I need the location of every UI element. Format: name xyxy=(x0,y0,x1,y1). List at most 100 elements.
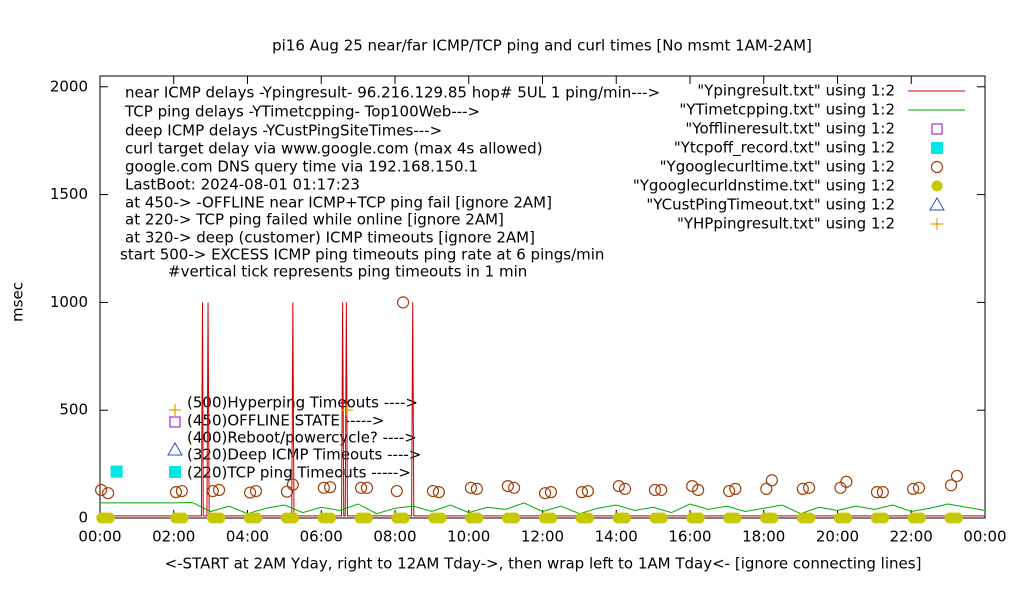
legend-label: "YCustPingTimeout.txt" using 1:2 xyxy=(646,196,895,214)
point xyxy=(251,512,263,524)
point xyxy=(280,485,294,498)
point xyxy=(618,482,632,495)
x-tick-label: 06:00 xyxy=(300,528,343,546)
point xyxy=(730,512,742,524)
point xyxy=(286,478,299,491)
key-label: (220)TCP ping Timeouts -----> xyxy=(187,464,411,482)
point xyxy=(944,479,958,492)
key-label: (400)Reboot/powercycle? ----> xyxy=(187,429,417,447)
point xyxy=(214,512,226,524)
point xyxy=(692,483,705,497)
point xyxy=(213,483,226,497)
y-tick-label: 0 xyxy=(78,509,88,527)
point xyxy=(804,512,816,524)
point xyxy=(803,481,816,494)
point xyxy=(693,512,705,524)
point xyxy=(796,482,809,495)
point xyxy=(464,481,478,494)
x-tick-label: 10:00 xyxy=(447,528,490,546)
x-tick-label: 00:00 xyxy=(963,528,1006,546)
point xyxy=(950,469,964,483)
point xyxy=(169,486,183,499)
y-tick-label: 1000 xyxy=(50,293,88,311)
point xyxy=(206,484,219,498)
annotation: #vertical tick represents ping timeouts … xyxy=(168,263,527,281)
legend-swatch xyxy=(929,197,945,211)
point xyxy=(472,512,484,524)
x-tick-label: 20:00 xyxy=(816,528,859,546)
x-tick-label: 14:00 xyxy=(595,528,638,546)
legend-label: "YHPpingresult.txt" using 1:2 xyxy=(677,215,895,233)
annotation: curl target delay via www.google.com (ma… xyxy=(125,140,543,158)
point xyxy=(760,482,773,495)
point xyxy=(876,486,889,499)
point xyxy=(288,512,300,524)
legend-label: "Ygooglecurldnstime.txt" using 1:2 xyxy=(633,177,895,195)
key-symbol xyxy=(169,466,181,478)
chart-title: pi16 Aug 25 near/far ICMP/TCP ping and c… xyxy=(272,37,812,55)
point xyxy=(470,482,483,495)
point xyxy=(951,512,963,524)
point xyxy=(398,512,410,524)
point xyxy=(354,481,368,494)
point xyxy=(508,481,521,494)
point xyxy=(95,483,108,497)
point xyxy=(575,486,589,499)
key-symbol xyxy=(167,442,183,456)
point xyxy=(686,479,699,493)
legend-label: "Ypingresult.txt" using 1:2 xyxy=(697,82,895,100)
point xyxy=(102,487,115,500)
annotation: near ICMP delays -Ypingresult- 96.216.12… xyxy=(125,84,660,102)
point xyxy=(612,479,625,493)
y-tick-label: 2000 xyxy=(50,77,88,95)
point xyxy=(175,484,188,498)
point xyxy=(509,512,521,524)
point xyxy=(583,512,595,524)
point xyxy=(544,486,558,499)
point xyxy=(841,512,853,524)
point xyxy=(870,486,884,499)
point xyxy=(361,512,373,524)
x-tick-label: 16:00 xyxy=(668,528,711,546)
y-axis-label: msec xyxy=(9,282,27,322)
point xyxy=(324,512,336,524)
annotation: at 450-> -OFFLINE near ICMP+TCP ping fai… xyxy=(125,194,552,212)
legend-swatch xyxy=(930,160,944,174)
legend-label: "Ygooglecurltime.txt" using 1:2 xyxy=(660,158,895,176)
point xyxy=(341,404,354,417)
point xyxy=(767,512,779,524)
legend-label: "Ytcpoff_record.txt" using 1:2 xyxy=(674,139,895,158)
key-label: (500)Hyperping Timeouts ----> xyxy=(187,394,418,412)
legend-swatch xyxy=(931,218,943,230)
point xyxy=(581,484,594,498)
key-label: (320)Deep ICMP Timeouts ----> xyxy=(187,446,421,464)
point xyxy=(648,483,662,497)
point xyxy=(432,486,445,499)
key-label: (450)OFFLINE STATE -----> xyxy=(187,412,384,430)
legend-swatch xyxy=(931,180,943,192)
key-symbol xyxy=(169,404,181,416)
point xyxy=(619,512,631,524)
x-tick-label: 12:00 xyxy=(521,528,564,546)
legend-label: "YTimetcpping.txt" using 1:2 xyxy=(679,101,895,119)
point xyxy=(538,487,552,500)
legend-swatch xyxy=(931,142,943,154)
point xyxy=(249,484,263,498)
legend-label: "Yofflineresult.txt" using 1:2 xyxy=(685,120,895,138)
annotation: LastBoot: 2024-08-01 01:17:23 xyxy=(125,176,360,194)
point xyxy=(324,481,337,494)
x-axis-label: <-START at 2AM Yday, right to 12AM Tday-… xyxy=(165,555,922,573)
legend-swatch xyxy=(931,123,943,135)
point xyxy=(177,512,189,524)
point xyxy=(243,486,257,499)
point xyxy=(110,465,123,478)
point xyxy=(729,482,742,495)
point xyxy=(914,512,926,524)
point xyxy=(656,512,668,524)
x-tick-label: 08:00 xyxy=(373,528,416,546)
point xyxy=(317,481,330,494)
key-symbol xyxy=(169,416,181,428)
x-tick-label: 04:00 xyxy=(226,528,269,546)
